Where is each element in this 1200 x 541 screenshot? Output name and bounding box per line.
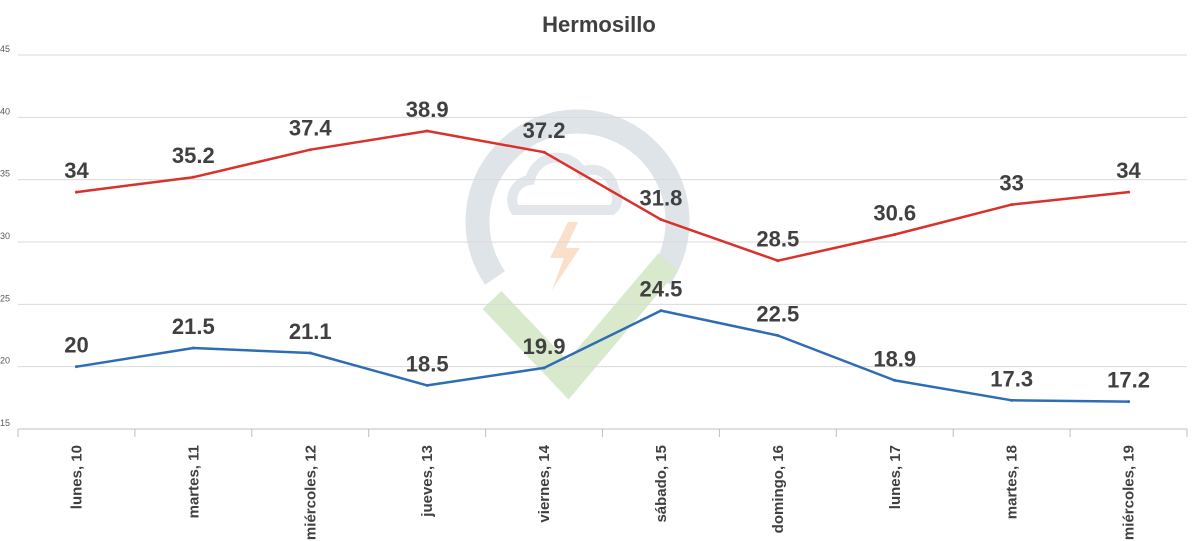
data-label: 19.9 [523, 334, 566, 359]
y-tick-label: 15 [0, 418, 10, 428]
data-point [542, 150, 546, 154]
y-tick-label: 35 [0, 169, 10, 179]
x-tick-label: lunes, 17 [887, 445, 904, 509]
data-point [191, 346, 195, 350]
data-label: 17.3 [990, 366, 1033, 391]
x-tick-label: jueves, 13 [419, 445, 436, 518]
data-label: 31.8 [640, 186, 683, 211]
series-line-1 [76, 309, 1129, 403]
data-label: 33 [999, 171, 1023, 196]
x-tick-label: domingo, 16 [770, 445, 787, 533]
data-point [1127, 400, 1131, 404]
x-tick-label: sábado, 15 [653, 445, 670, 523]
watermark-ring [465, 109, 690, 285]
data-label: 34 [64, 158, 89, 183]
data-point [308, 148, 312, 152]
data-label: 28.5 [756, 227, 799, 252]
watermark-lightning [550, 222, 580, 290]
x-tick-label: lunes, 10 [68, 445, 85, 509]
y-tick-label: 45 [0, 44, 10, 54]
data-point [542, 366, 546, 370]
data-label: 24.5 [640, 277, 683, 302]
data-point [74, 190, 78, 194]
data-point [74, 365, 78, 369]
data-point [776, 259, 780, 263]
data-label: 37.4 [289, 116, 333, 141]
x-tick-label: miércoles, 19 [1121, 445, 1138, 540]
data-label: 30.6 [873, 201, 916, 226]
data-label: 35.2 [172, 143, 215, 168]
data-label: 38.9 [406, 97, 449, 122]
data-point [191, 175, 195, 179]
x-tick-label: martes, 11 [185, 445, 202, 518]
series-line-0 [76, 129, 1129, 262]
x-tick-label: miércoles, 12 [302, 445, 319, 540]
data-labels: 34 35.2 37.4 38.9 37.2 31.8 28.5 30.6 33 34 20 21.5… [64, 97, 1150, 393]
data-label: 17.2 [1107, 368, 1150, 393]
watermark-check [482, 253, 678, 400]
watermark-logo-icon [465, 109, 690, 400]
data-label: 34 [1116, 158, 1141, 183]
data-point [1010, 203, 1014, 207]
data-point [659, 218, 663, 222]
x-axis: lunes, 10 martes, 11 miércoles, 12 jueves, … [17, 429, 1188, 540]
data-label: 22.5 [756, 302, 799, 327]
x-tick-label: martes, 18 [1004, 445, 1021, 519]
data-point [659, 309, 663, 313]
data-point [776, 334, 780, 337]
y-tick-label: 30 [0, 231, 10, 241]
y-tick-label: 20 [0, 356, 10, 366]
data-label: 18.5 [406, 351, 449, 376]
data-point [425, 129, 429, 133]
y-tick-label: 40 [0, 106, 10, 116]
data-label: 18.9 [873, 346, 916, 371]
chart-title: Hermosillo [542, 12, 656, 37]
series-group [74, 129, 1131, 404]
data-point [1127, 190, 1131, 194]
x-tick-label: viernes, 14 [536, 444, 553, 522]
data-label: 20 [64, 333, 88, 358]
gridlines [18, 54, 1187, 430]
data-label: 21.5 [172, 314, 215, 339]
y-axis: 15 20 25 30 35 40 45 [0, 44, 10, 428]
data-point [308, 351, 312, 355]
watermark-cloud [507, 152, 623, 215]
y-tick-label: 25 [0, 293, 10, 303]
data-label: 37.2 [523, 118, 566, 143]
data-label: 21.1 [289, 319, 332, 344]
data-point [893, 233, 897, 237]
data-point [1010, 398, 1014, 402]
data-point [893, 378, 897, 382]
data-point [425, 383, 429, 387]
